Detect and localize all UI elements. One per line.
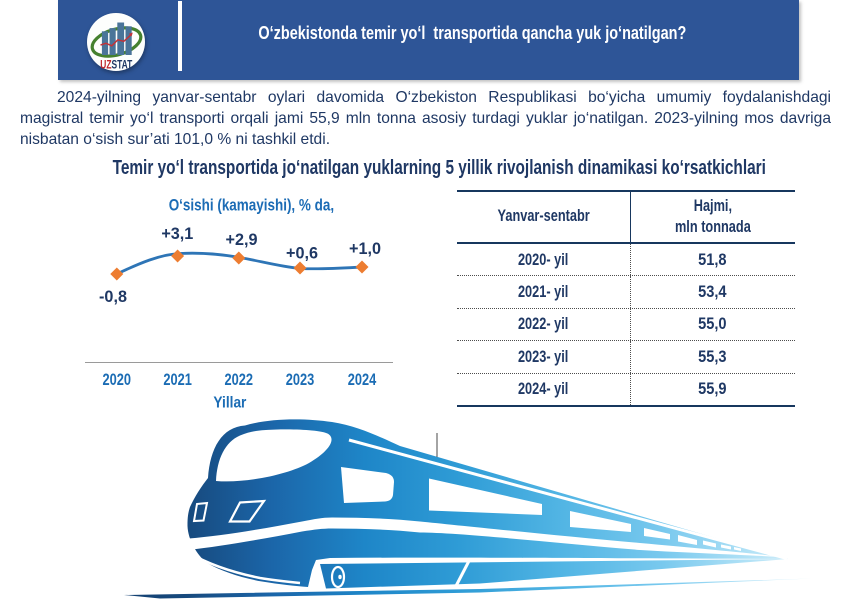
svg-text:+2,9: +2,9 <box>226 231 258 249</box>
svg-text:+3,1: +3,1 <box>161 225 193 243</box>
svg-text:+0,6: +0,6 <box>286 245 318 263</box>
svg-text:2022: 2022 <box>225 371 254 389</box>
svg-text:UZSTAT: UZSTAT <box>100 60 132 72</box>
svg-text:2023: 2023 <box>286 371 315 389</box>
svg-text:2020: 2020 <box>103 371 132 389</box>
svg-text:Yillar: Yillar <box>213 395 246 412</box>
svg-text:O‘sishi (kamayishi), % da,: O‘sishi (kamayishi), % da, <box>169 196 334 215</box>
svg-text:+1,0: +1,0 <box>349 240 381 258</box>
svg-text:2024: 2024 <box>348 371 377 389</box>
svg-text:2021: 2021 <box>163 371 192 389</box>
svg-text:-0,8: -0,8 <box>99 288 127 306</box>
